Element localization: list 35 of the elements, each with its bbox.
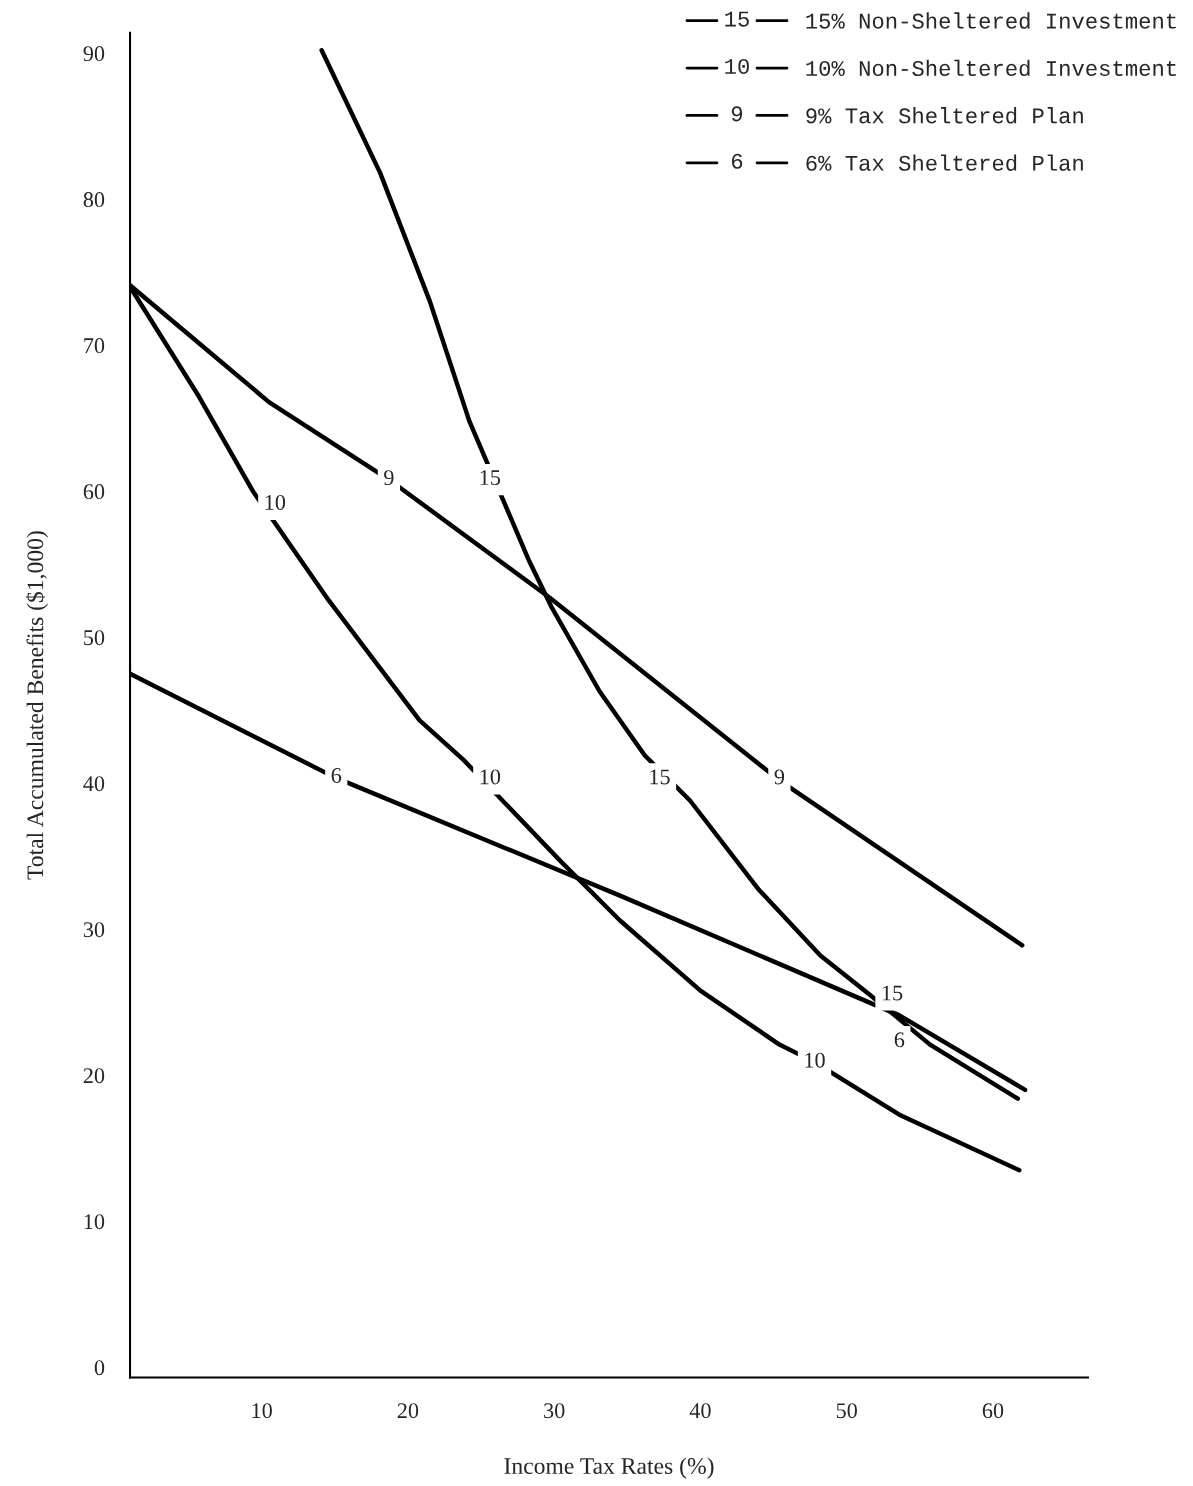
legend-label: 6% Tax Sheltered Plan [806,154,1083,171]
y-tick-label: 0 [94,1360,105,1376]
annotation: 10 [480,769,501,785]
annotation: 15 [650,769,670,785]
annotation: 10 [805,1052,825,1068]
y-tick-label: 60 [83,484,105,500]
annotation: 9 [384,470,394,486]
annotation: 6 [894,1032,905,1048]
y-tick-label: 90 [83,46,105,62]
x-tick-label: 40 [689,1403,711,1419]
annotation: 9 [774,769,785,785]
y-tick-label: 80 [83,192,105,208]
x-tick-label: 30 [544,1403,565,1419]
legend-label: 15% Non-Sheltered Investment [806,12,1176,29]
x-tick-label: 20 [397,1403,419,1419]
x-axis-title: Income Tax Rates (%) [504,1457,714,1479]
text: 10 [725,58,749,75]
y-tick-label: 30 [83,922,105,938]
y-tick-label: 10 [84,1214,105,1230]
y-tick-label: 50 [84,630,105,646]
y-tick-label: 20 [83,1068,105,1084]
y-axis-title: Total Accumulated Benefits ($1,000) [25,531,49,880]
y-tick-label: 40 [83,776,105,792]
text: 15 [725,11,749,27]
x-tick-label: 60 [982,1403,1004,1419]
x-tick-label: 10 [252,1403,272,1419]
x-tick-label: 50 [836,1403,857,1419]
annotation: 15 [882,985,903,1001]
text: 6 [731,153,743,169]
legend-label: 9% Tax Sheltered Plan [806,107,1083,124]
text: 9 [731,106,743,122]
y-tick-label: 70 [84,338,105,354]
annotation: 15 [480,470,501,486]
legend-label: 10% Non-Sheltered Investment [806,59,1176,77]
annotation: 10 [265,494,286,510]
